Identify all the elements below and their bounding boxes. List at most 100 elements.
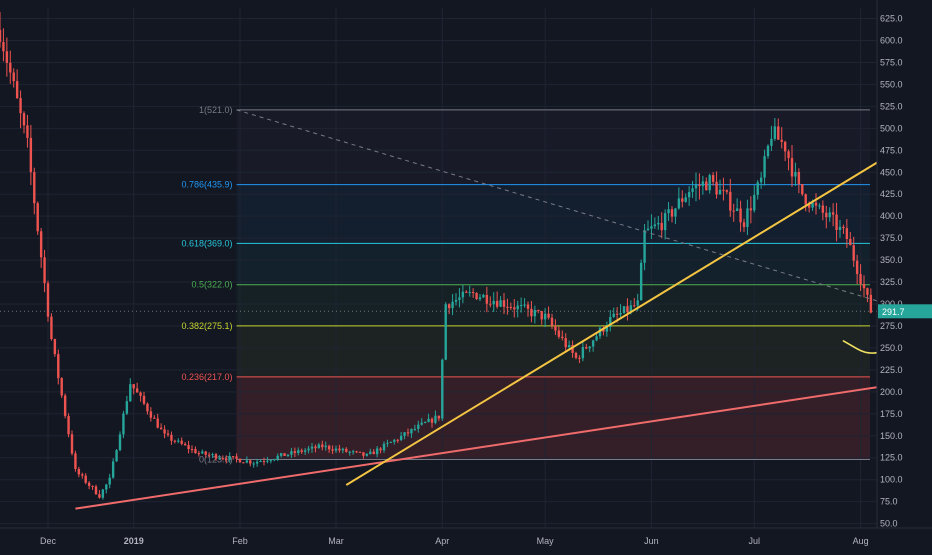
candle-body [108, 477, 111, 485]
candle-body [701, 181, 705, 187]
candle-body [574, 352, 578, 358]
candle-body [526, 304, 530, 309]
candle-body [317, 444, 321, 449]
candle-body [461, 291, 465, 298]
y-tick-label: 600.0 [880, 36, 903, 46]
trendline-support [75, 377, 932, 510]
candle-body [163, 429, 166, 434]
candle-body [39, 231, 43, 258]
y-tick-label: 350.0 [880, 255, 903, 265]
candle-body [245, 460, 249, 463]
candle-body [509, 306, 513, 308]
candle-body [646, 228, 650, 231]
y-tick-label: 475.0 [880, 145, 903, 155]
candle-body [639, 262, 643, 301]
candle-body [838, 226, 842, 231]
candle-body [722, 189, 725, 191]
candle-body [252, 463, 255, 465]
candle-body [729, 191, 732, 211]
candle-body [814, 202, 818, 206]
candle-body [132, 384, 135, 389]
candle-body [862, 284, 866, 289]
candle-body [84, 475, 87, 483]
candle-body [567, 344, 571, 348]
x-tick-label: Jun [644, 536, 659, 546]
candle-body [369, 451, 372, 454]
candle-body [417, 424, 420, 429]
candle-body [687, 192, 691, 198]
candle-body [735, 208, 739, 212]
candle-body [756, 182, 759, 195]
candle-body [612, 313, 615, 317]
candle-body [609, 316, 612, 327]
candle-body [684, 197, 687, 202]
candle-body [129, 384, 132, 402]
candle-body [173, 440, 177, 442]
candle-body [303, 450, 307, 452]
candle-body [598, 327, 602, 337]
candle-body [153, 417, 156, 419]
candle-body [855, 260, 859, 275]
candle-body [471, 292, 475, 294]
candle-body [177, 440, 180, 442]
candle-body [698, 184, 701, 187]
candle-body [166, 433, 170, 435]
candle-body [430, 418, 434, 423]
x-tick-label: Dec [40, 536, 57, 546]
fib-level-label: 0.382(275.1) [182, 321, 233, 331]
candle-body [351, 451, 355, 453]
candle-body [297, 450, 300, 453]
candle-body [622, 306, 626, 313]
candle-body [269, 460, 273, 462]
candle-body [118, 434, 122, 451]
candle-body [547, 313, 550, 318]
candle-body [0, 29, 2, 43]
candle-body [242, 462, 245, 464]
candle-body [345, 448, 348, 452]
y-tick-label: 500.0 [880, 123, 903, 133]
candle-body [293, 451, 297, 453]
candle-body [259, 461, 262, 463]
candle-body [204, 451, 207, 455]
candle-body [314, 446, 317, 449]
candle-body [763, 156, 766, 178]
x-tick-label: Mar [328, 536, 344, 546]
candle-body [410, 428, 413, 434]
candle-body [711, 175, 715, 182]
x-tick-label: Jul [749, 536, 761, 546]
candle-body [746, 208, 749, 228]
candle-body [571, 344, 574, 353]
candle-body [255, 461, 259, 464]
candle-body [441, 359, 444, 419]
candle-body [46, 283, 50, 317]
candle-body [22, 113, 26, 126]
candle-body [341, 448, 345, 451]
candle-body [495, 300, 499, 307]
candle-body [87, 482, 91, 486]
candle-body [156, 418, 159, 428]
candle-body [300, 450, 303, 452]
y-tick-label: 125.0 [880, 453, 903, 463]
candle-body [94, 486, 98, 495]
candle-body [615, 313, 619, 315]
candle-body [591, 340, 595, 347]
candle-body [211, 454, 214, 456]
candle-body [502, 300, 506, 307]
price-axis-background [877, 0, 932, 550]
trendline-rising [345, 152, 892, 486]
candle-body [389, 441, 393, 443]
candle-body [543, 313, 547, 320]
candle-body [691, 188, 694, 193]
candle-body [557, 330, 561, 337]
x-tick-label: Feb [232, 536, 248, 546]
candle-body [482, 294, 485, 298]
y-tick-label: 325.0 [880, 277, 903, 287]
candle-body [225, 458, 228, 460]
y-tick-label: 550.0 [880, 79, 903, 89]
candle-body [561, 336, 564, 339]
candle-body [516, 305, 519, 310]
candle-body [451, 301, 454, 309]
